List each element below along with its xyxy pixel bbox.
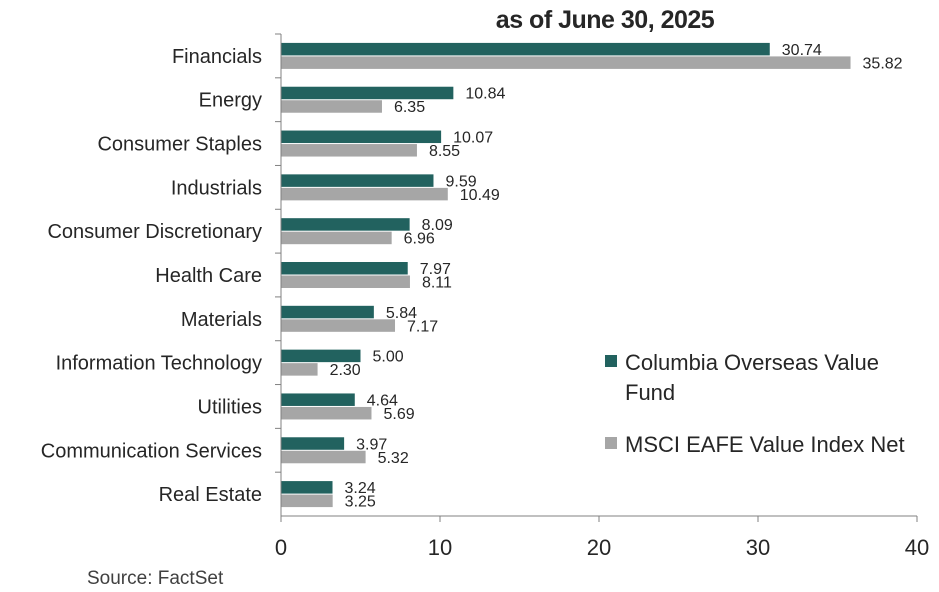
bar-fund	[281, 86, 454, 100]
data-label-index: 5.69	[383, 406, 414, 423]
data-label-fund: 3.97	[356, 436, 387, 453]
bar-fund	[281, 218, 410, 231]
category-label: Information Technology	[56, 353, 262, 375]
bar-index	[281, 406, 372, 420]
data-label-index: 6.96	[404, 231, 435, 248]
x-tick-label: 30	[746, 535, 770, 560]
chart-title: as of June 30, 2025	[495, 6, 715, 34]
legend-label-fund: Columbia Overseas Value Fund	[625, 350, 879, 405]
bar-index	[281, 231, 392, 245]
data-label-fund: 5.00	[373, 349, 404, 366]
category-label: Health Care	[155, 265, 262, 287]
data-label-index: 5.32	[378, 450, 409, 467]
data-label-fund: 9.59	[445, 173, 476, 190]
bar-index	[281, 100, 382, 113]
category-label: Materials	[181, 309, 262, 331]
x-tick-label: 20	[587, 535, 611, 560]
bar-index	[281, 319, 396, 332]
data-label-fund: 10.07	[453, 130, 493, 147]
bar-index	[281, 144, 417, 157]
bar-fund	[281, 393, 355, 406]
bar-fund	[281, 42, 770, 56]
bar-index	[281, 187, 448, 201]
category-label: Financials	[172, 46, 262, 68]
bar-fund	[281, 262, 408, 275]
bar-index	[281, 363, 318, 376]
bar-index	[281, 56, 851, 69]
data-label-fund: 3.24	[345, 480, 376, 497]
data-label-index: 3.25	[345, 494, 376, 511]
data-label-fund: 10.84	[465, 86, 505, 103]
bar-fund	[281, 305, 374, 319]
data-label-index: 6.35	[394, 99, 425, 116]
category-label: Energy	[199, 90, 262, 112]
bar-fund	[281, 174, 434, 187]
legend-swatch-fund	[605, 355, 617, 367]
bar-index	[281, 450, 366, 464]
category-label: Real Estate	[159, 484, 262, 506]
bar-fund	[281, 481, 333, 494]
category-label: Utilities	[198, 396, 262, 418]
data-label-fund: 4.64	[367, 392, 398, 409]
data-label-index: 7.17	[407, 318, 438, 335]
data-label-index: 10.49	[460, 187, 500, 204]
data-label-fund: 7.97	[420, 261, 451, 278]
data-label-index: 8.55	[429, 143, 460, 160]
category-label: Industrials	[171, 177, 262, 199]
category-label: Communication Services	[41, 440, 262, 462]
x-tick-label: 40	[905, 535, 929, 560]
legend-label-index: MSCI EAFE Value Index Net	[625, 432, 905, 457]
legend-item-index: MSCI EAFE Value Index Net	[605, 430, 925, 460]
legend-swatch-index	[605, 437, 617, 449]
data-label-index: 2.30	[330, 362, 361, 379]
x-tick-label: 10	[428, 535, 452, 560]
bar-index	[281, 275, 410, 288]
bar-index	[281, 494, 333, 508]
source-note: Source: FactSet	[87, 568, 224, 589]
x-tick-label: 0	[275, 535, 287, 560]
legend-item-fund: Columbia Overseas Value Fund	[605, 348, 925, 408]
data-label-fund: 30.74	[782, 42, 822, 59]
chart-legend: Columbia Overseas Value Fund MSCI EAFE V…	[605, 348, 925, 482]
bar-fund	[281, 130, 442, 144]
bar-fund	[281, 437, 345, 450]
data-label-fund: 5.84	[386, 305, 417, 322]
data-label-index: 35.82	[863, 55, 903, 72]
data-label-fund: 8.09	[422, 217, 453, 234]
category-label: Consumer Staples	[97, 134, 262, 156]
data-label-index: 8.11	[422, 275, 452, 292]
bar-fund	[281, 349, 361, 363]
category-label: Consumer Discretionary	[47, 221, 262, 243]
